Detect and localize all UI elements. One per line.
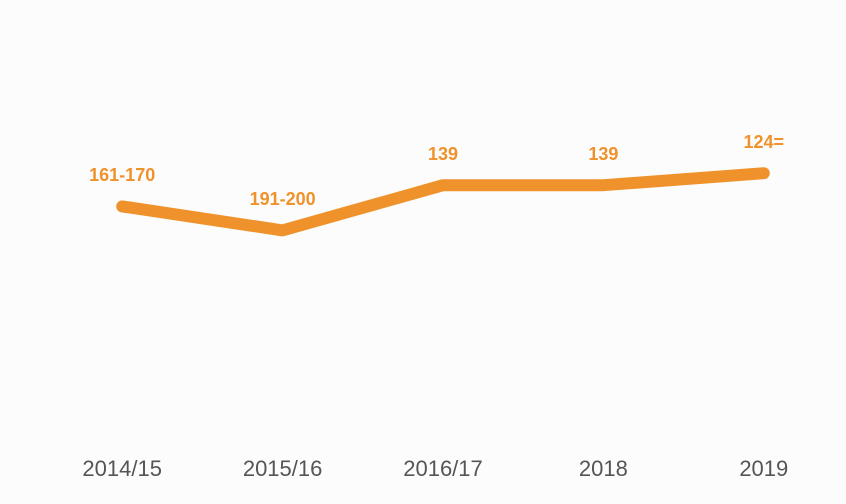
value-label: 124= — [744, 132, 785, 152]
x-tick-label: 2016/17 — [403, 456, 483, 481]
value-label: 191-200 — [250, 189, 316, 209]
line — [116, 167, 770, 237]
x-tick-label: 2014/15 — [82, 456, 162, 481]
x-tick-label: 2019 — [739, 456, 788, 481]
x-tick-label: 2018 — [579, 456, 628, 481]
x-tick-label: 2015/16 — [243, 456, 323, 481]
value-label: 139 — [588, 144, 618, 164]
value-label: 161-170 — [89, 165, 155, 185]
value-label: 139 — [428, 144, 458, 164]
